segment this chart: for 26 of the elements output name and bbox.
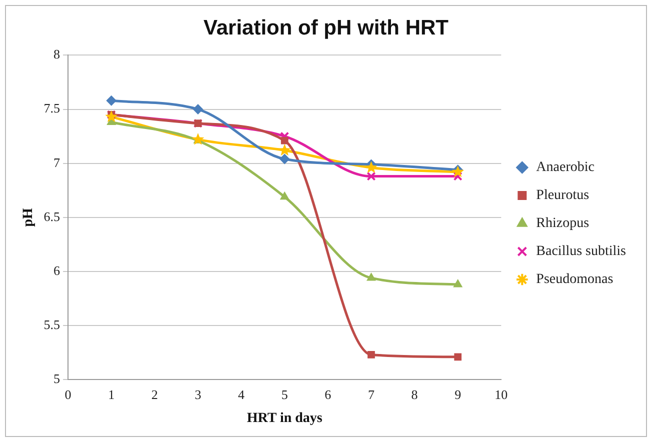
x-tick-label: 6 (324, 386, 332, 402)
x-tick-label: 10 (494, 386, 508, 402)
legend-label: Rhizopus (536, 216, 590, 232)
x-tick-label: 3 (194, 386, 202, 402)
x-tick-label: 9 (454, 386, 462, 402)
x-tick-label: 8 (411, 386, 418, 402)
legend-label: Bacillus subtilis (536, 244, 626, 260)
y-tick-label: 6 (54, 262, 61, 278)
y-tick-label: 5.5 (44, 316, 60, 332)
legend-label: Pseudomonas (536, 272, 614, 288)
y-tick-label: 5 (54, 371, 60, 386)
y-axis-title: pH (21, 208, 36, 227)
x-tick-label: 4 (238, 386, 246, 402)
x-tick-label: 7 (368, 386, 375, 402)
legend-label: Anaerobic (536, 160, 594, 176)
y-tick-label: 8 (54, 46, 60, 62)
legend-label: Pleurotus (536, 188, 590, 204)
y-tick-label: 7.5 (44, 100, 60, 116)
chart-title: Variation of pH with HRT (204, 16, 449, 40)
x-tick-label: 1 (108, 386, 115, 402)
x-tick-label: 0 (64, 386, 72, 402)
y-tick-label: 7 (54, 154, 61, 170)
x-axis-title: HRT in days (246, 411, 323, 426)
y-tick-label: 6.5 (44, 208, 60, 224)
x-tick-label: 2 (151, 386, 158, 402)
x-tick-label: 5 (281, 386, 288, 402)
